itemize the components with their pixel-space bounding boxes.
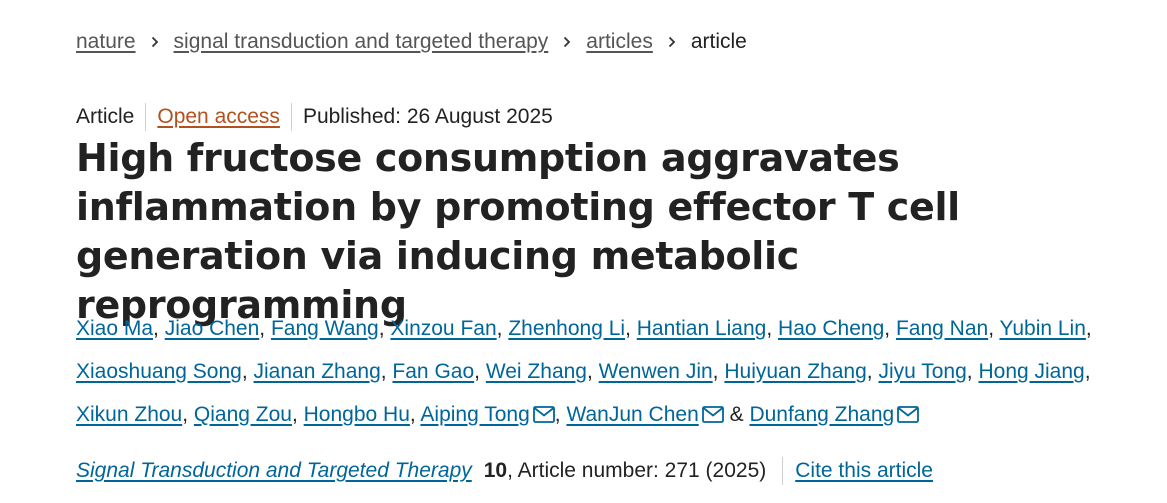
author-separator: , — [586, 360, 599, 383]
chevron-right-icon — [653, 28, 691, 56]
author-link[interactable]: Xiaoshuang Song — [76, 360, 242, 383]
author-separator: , — [153, 317, 165, 340]
article-number: , Article number: 271 (2025) — [507, 459, 767, 482]
author-separator: , — [766, 317, 779, 340]
author-link[interactable]: Hantian Liang — [636, 317, 767, 340]
mail-icon[interactable] — [532, 395, 555, 423]
author-separator: , — [625, 317, 637, 340]
chevron-right-icon — [136, 28, 174, 56]
author-link[interactable]: Xiao Ma — [76, 317, 154, 340]
author-link[interactable]: Wei Zhang — [485, 360, 587, 383]
published-date: Published: 26 August 2025 — [302, 105, 553, 128]
author-separator: , — [378, 317, 391, 340]
author-separator: , — [474, 360, 486, 383]
author-separator: , — [554, 403, 567, 426]
article-title: High fructose consumption aggravates inf… — [76, 136, 960, 327]
breadcrumb-link-articles[interactable]: articles — [586, 30, 653, 53]
author-link[interactable]: Dunfang Zhang — [749, 403, 895, 426]
author-link[interactable]: Fang Nan — [895, 317, 989, 340]
author-separator: , — [988, 317, 1000, 340]
article-type: Article — [76, 105, 135, 128]
author-link[interactable]: Zhenhong Li — [508, 317, 626, 340]
cite-this-article-link[interactable]: Cite this article — [795, 459, 933, 482]
author-link[interactable]: Xikun Zhou — [76, 403, 183, 426]
author-link[interactable]: Jiao Chen — [164, 317, 260, 340]
author-separator: , — [1084, 360, 1091, 383]
mail-icon[interactable] — [701, 395, 724, 423]
chevron-right-icon — [548, 28, 586, 56]
author-separator: , — [259, 317, 271, 340]
author-separator: , — [291, 403, 304, 426]
author-link[interactable]: Hao Cheng — [778, 317, 885, 340]
citation-divider — [782, 457, 784, 485]
author-link[interactable]: Aiping Tong — [420, 403, 530, 426]
breadcrumb-link-nature[interactable]: nature — [76, 30, 136, 53]
author-link[interactable]: Fang Wang — [270, 317, 379, 340]
author-separator: & — [723, 403, 750, 426]
author-link[interactable]: Hong Jiang — [978, 360, 1085, 383]
author-link[interactable]: Huiyuan Zhang — [724, 360, 867, 383]
author-link[interactable]: Fan Gao — [392, 360, 475, 383]
author-separator: , — [1085, 317, 1092, 340]
author-link[interactable]: Xinzou Fan — [390, 317, 497, 340]
author-link[interactable]: Jiyu Tong — [878, 360, 967, 383]
article-meta: Article Open access Published: 26 August… — [76, 103, 553, 131]
journal-name-link[interactable]: Signal Transduction and Targeted Therapy — [76, 459, 472, 482]
author-separator: , — [409, 403, 421, 426]
author-link[interactable]: Jianan Zhang — [253, 360, 381, 383]
breadcrumb-link-journal[interactable]: signal transduction and targeted therapy — [173, 30, 549, 53]
author-link[interactable]: Qiang Zou — [193, 403, 292, 426]
journal-citation: Signal Transduction and Targeted Therapy… — [76, 457, 933, 485]
author-link[interactable]: Yubin Lin — [999, 317, 1086, 340]
breadcrumb: nature signal transduction and targeted … — [76, 28, 747, 56]
author-separator: , — [182, 403, 194, 426]
meta-divider — [145, 103, 147, 131]
author-separator: , — [380, 360, 393, 383]
author-separator: , — [496, 317, 509, 340]
mail-icon[interactable] — [897, 395, 920, 423]
author-separator: , — [866, 360, 879, 383]
author-list: Xiao Ma, Jiao Chen, Fang Wang, Xinzou Fa… — [76, 307, 1116, 436]
author-link[interactable]: WanJun Chen — [566, 403, 699, 426]
author-link[interactable]: Wenwen Jin — [598, 360, 713, 383]
breadcrumb-current: article — [690, 30, 747, 53]
author-separator: , — [884, 317, 896, 340]
author-link[interactable]: Hongbo Hu — [303, 403, 410, 426]
author-separator: , — [241, 360, 254, 383]
author-separator: , — [712, 360, 725, 383]
open-access-link[interactable]: Open access — [157, 105, 280, 128]
author-separator: , — [966, 360, 979, 383]
meta-divider — [290, 103, 292, 131]
journal-volume: 10 — [483, 459, 508, 482]
